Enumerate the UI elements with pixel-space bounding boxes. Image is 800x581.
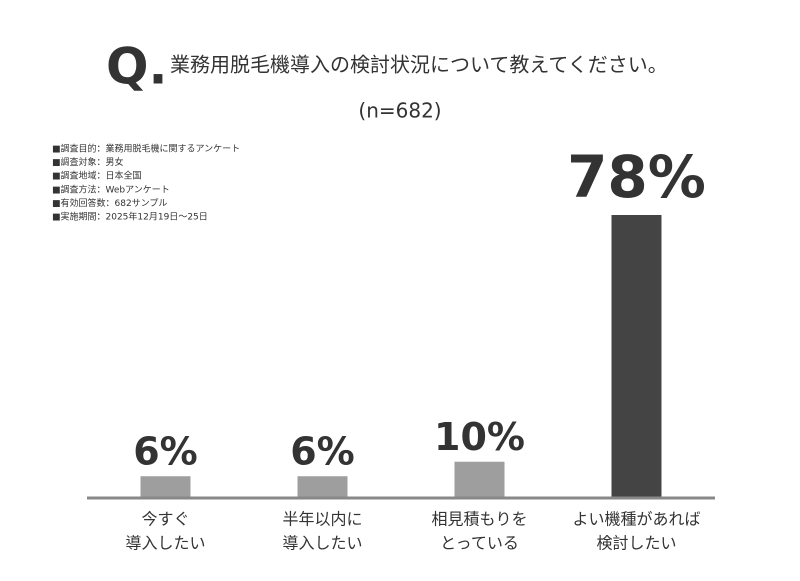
bar	[454, 461, 505, 498]
x-tick-label: 検討したい	[596, 534, 676, 553]
x-tick-label: 相見積もりを	[431, 510, 527, 529]
subtitle: (n=682)	[358, 99, 441, 123]
value-label: 78%	[567, 143, 706, 211]
x-tick-label: 導入したい	[282, 534, 362, 553]
x-tick-label: よい機種があれば	[572, 510, 700, 529]
x-tick-label: とっている	[440, 534, 519, 553]
value-label: 6%	[133, 430, 198, 474]
question-mark: Q.	[106, 38, 168, 96]
survey-note: ■調査対象：男女	[52, 156, 124, 168]
survey-note: ■調査地域：日本全国	[52, 170, 142, 182]
x-tick-label: 今すぐ	[141, 510, 189, 529]
chart-title: 業務用脱毛機導入の検討状況について教えてください。	[170, 53, 668, 77]
x-tick-label: 半年以内に	[282, 510, 362, 529]
value-label: 10%	[434, 415, 525, 459]
survey-note: ■調査方法：Webアンケート	[52, 183, 170, 195]
bar	[297, 476, 348, 498]
survey-note: ■実施期間：2025年12月19日～25日	[52, 211, 208, 223]
survey-note: ■有効回答数：682サンプル	[52, 197, 167, 209]
survey-note: ■調査目的：業務用脱毛機に関するアンケート	[52, 143, 240, 155]
x-tick-label: 導入したい	[125, 534, 205, 553]
bar	[611, 215, 662, 498]
value-label: 6%	[290, 430, 355, 474]
bar	[140, 476, 191, 498]
